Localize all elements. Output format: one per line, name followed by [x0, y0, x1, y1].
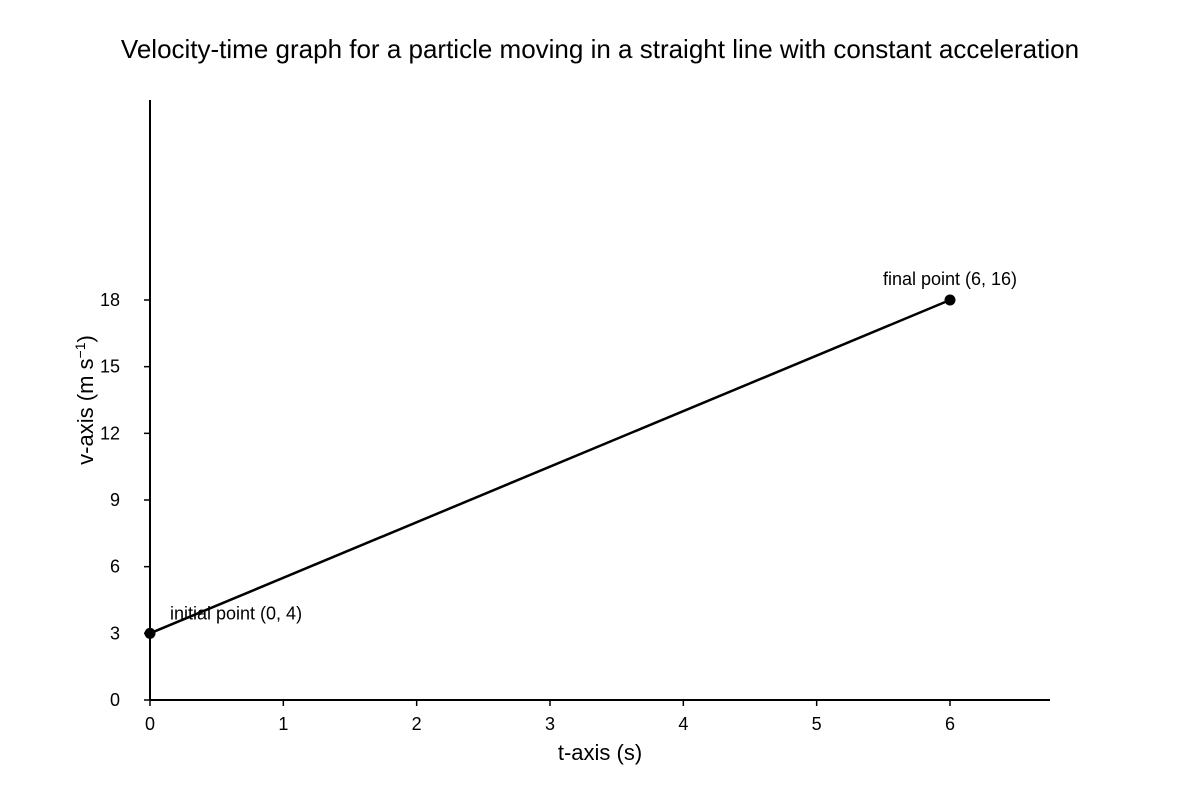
- series-line: [149, 298, 951, 635]
- y-tick-label: 9: [110, 490, 120, 510]
- y-tick-label: 15: [100, 357, 120, 377]
- x-tick-label: 0: [145, 714, 155, 734]
- x-tick-label: 4: [678, 714, 688, 734]
- point-annotation: final point (6, 16): [883, 269, 1017, 289]
- x-tick-label: 3: [545, 714, 555, 734]
- y-tick-label: 12: [100, 423, 120, 443]
- x-tick-label: 6: [945, 714, 955, 734]
- y-tick-label: 18: [100, 290, 120, 310]
- x-tick-label: 5: [812, 714, 822, 734]
- x-axis-label: t-axis (s): [558, 740, 642, 765]
- y-tick-label: 3: [110, 623, 120, 643]
- y-axis-label: v-axis (m s−1): [72, 335, 98, 465]
- y-tick-label: 6: [110, 557, 120, 577]
- chart-title: Velocity-time graph for a particle movin…: [120, 34, 1080, 64]
- data-point: [944, 294, 956, 306]
- y-tick-label: 0: [110, 690, 120, 710]
- x-tick-label: 1: [278, 714, 288, 734]
- point-annotation: initial point (0, 4): [170, 603, 302, 623]
- data-point: [144, 627, 156, 639]
- x-tick-label: 2: [412, 714, 422, 734]
